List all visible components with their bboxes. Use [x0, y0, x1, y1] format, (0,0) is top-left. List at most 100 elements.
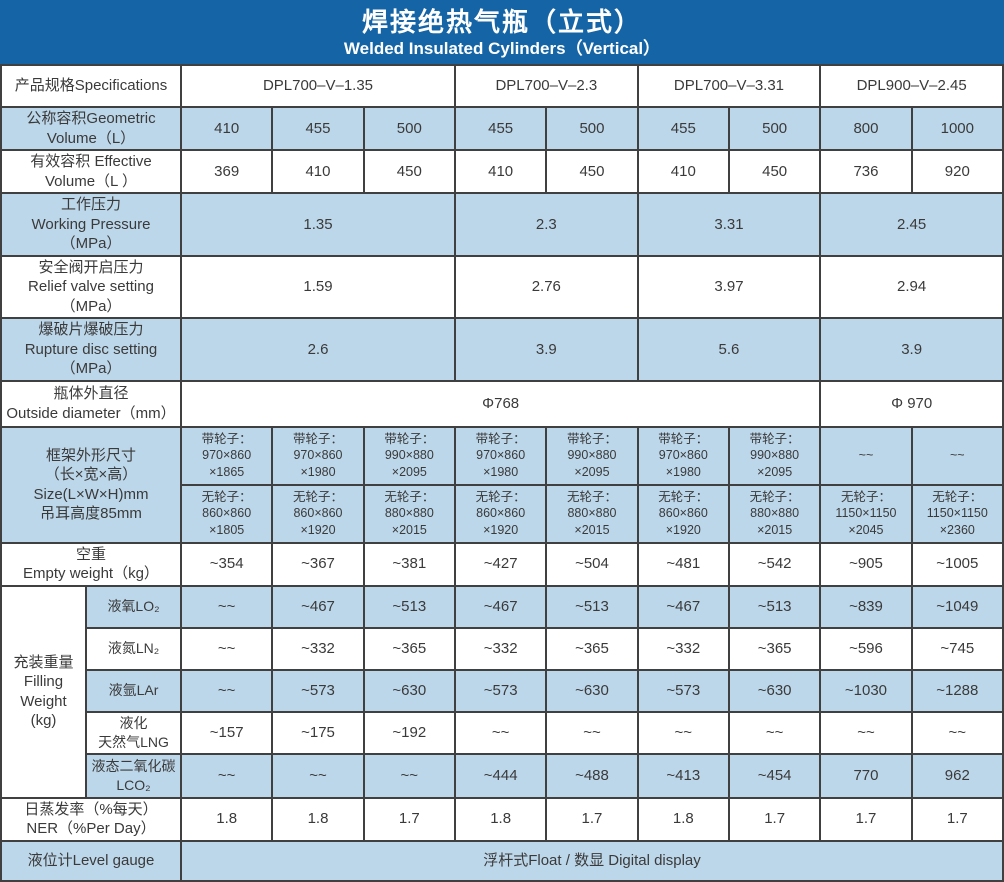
value-cell: 800: [819, 106, 913, 151]
value-cell: ~~: [545, 710, 639, 755]
value-cell: 1.35: [180, 192, 456, 257]
value-cell: 410: [636, 149, 730, 194]
value-cell: 1.8: [636, 796, 730, 842]
value-cell: 无轮子： 880×880 ×2015: [362, 483, 456, 544]
value-cell: ~365: [727, 626, 822, 671]
value-cell: 455: [453, 106, 548, 151]
value-cell: ~~: [179, 668, 274, 713]
label-gas-lng: 液化 天然气LNG: [85, 710, 182, 755]
value-cell: ~427: [453, 541, 548, 587]
value-cell: ~332: [453, 626, 548, 671]
value-cell: ~~: [179, 752, 274, 799]
row-specifications: 产品规格Specifications DPL700–V–1.35 DPL700–…: [0, 64, 1004, 108]
value-cell: 450: [545, 149, 639, 194]
value-cell: 410: [453, 149, 548, 194]
value-cell: 369: [179, 149, 274, 194]
value-cell: ~573: [271, 668, 365, 713]
label-gas-lo2: 液氧LO₂: [85, 584, 182, 629]
value-cell: 1.7: [910, 796, 1004, 842]
value-cell: ~596: [819, 626, 913, 671]
value-cell: 455: [636, 106, 730, 151]
value-cell: 带轮子： 990×880 ×2095: [727, 425, 822, 486]
label-effective-volume: 有效容积 Effective Volume（L ）: [0, 149, 182, 194]
row-empty-weight: 空重 Empty weight（kg） ~354 ~367 ~381 ~427 …: [0, 541, 1004, 587]
value-cell: 无轮子： 1150×1150 ×2360: [910, 483, 1004, 544]
value-cell: ~905: [819, 541, 913, 587]
value-cell: 5.6: [636, 317, 822, 382]
label-outside-diameter: 瓶体外直径 Outside diameter（mm）: [0, 379, 182, 428]
label-gas-lar: 液氩LAr: [85, 668, 182, 713]
row-geometric-volume: 公称容积Geometric Volume（L） 410 455 500 455 …: [0, 106, 1004, 151]
value-cell: 1.7: [545, 796, 639, 842]
value-cell: ~~: [819, 425, 913, 486]
value-cell: 770: [819, 752, 913, 799]
value-cell: ~1288: [910, 668, 1004, 713]
value-cell: 2.94: [819, 254, 1004, 319]
value-cell: 500: [362, 106, 456, 151]
value-cell: ~488: [545, 752, 639, 799]
row-frame-size-wheels: 框架外形尺寸 （长×宽×高） Size(L×W×H)mm 吊耳高度85mm 带轮…: [0, 425, 1004, 544]
value-cell: ~542: [727, 541, 822, 587]
value-cell: ~467: [271, 584, 365, 629]
value-cell: ~1049: [910, 584, 1004, 629]
value-cell: ~365: [362, 626, 456, 671]
value-cell: ~573: [453, 668, 548, 713]
label-empty-weight: 空重 Empty weight（kg）: [0, 541, 182, 587]
value-cell: Φ768: [179, 379, 822, 428]
value-cell: ~175: [271, 710, 365, 755]
value-cell: ~630: [545, 668, 639, 713]
value-cell: ~1030: [819, 668, 913, 713]
value-cell: ~~: [727, 710, 822, 755]
label-gas-lco2: 液态二氧化碳 LCO₂: [85, 752, 182, 799]
value-cell: 1.8: [271, 796, 365, 842]
value-cell: 455: [271, 106, 365, 151]
value-cell: ~630: [727, 668, 822, 713]
label-working-pressure: 工作压力 Working Pressure （MPa）: [0, 192, 182, 257]
label-ner: 日蒸发率（%每天） NER（%Per Day）: [0, 796, 182, 842]
label-gas-ln2: 液氮LN₂: [85, 626, 182, 671]
value-cell: 1.59: [180, 254, 456, 319]
value-cell: 410: [271, 149, 365, 194]
value-cell: ~~: [636, 710, 730, 755]
label-specifications: 产品规格Specifications: [0, 64, 182, 108]
label-filling-weight: 充装重量 Filling Weight (kg): [0, 584, 87, 799]
value-cell: 2.45: [819, 192, 1004, 257]
value-cell: 2.6: [180, 317, 456, 382]
value-cell: ~839: [819, 584, 913, 629]
value-cell: 无轮子： 860×860 ×1920: [636, 483, 730, 544]
value-cell: 1.7: [362, 796, 456, 842]
value-cell: 带轮子： 990×880 ×2095: [545, 425, 639, 486]
label-level-gauge: 液位计Level gauge: [0, 839, 182, 882]
value-cell: 3.97: [636, 254, 822, 319]
value-cell: ~354: [179, 541, 274, 587]
value-cell: 1.8: [453, 796, 548, 842]
value-cell: ~513: [727, 584, 822, 629]
value-cell: 1.8: [179, 796, 274, 842]
row-outside-diameter: 瓶体外直径 Outside diameter（mm） Φ768 Φ 970: [0, 379, 1004, 428]
value-cell: 920: [910, 149, 1004, 194]
label-geometric-volume: 公称容积Geometric Volume（L）: [0, 106, 182, 151]
value-cell: ~481: [636, 541, 730, 587]
row-filling-lar: 液氩LAr ~~ ~573 ~630 ~573 ~630 ~573 ~630 ~…: [1, 668, 1004, 713]
model-name: DPL700–V–3.31: [636, 64, 822, 108]
value-cell: ~381: [362, 541, 456, 587]
row-relief-valve: 安全阀开启压力 Relief valve setting （MPa） 1.59 …: [0, 254, 1004, 319]
value-cell: 带轮子： 970×860 ×1865: [179, 425, 274, 486]
page-title: 焊接绝热气瓶（立式）: [361, 6, 642, 37]
label-relief-valve: 安全阀开启压力 Relief valve setting （MPa）: [0, 254, 182, 319]
row-filling-lco2: 液态二氧化碳 LCO₂ ~~ ~~ ~~ ~444 ~488 ~413 ~454…: [1, 752, 1004, 799]
value-cell: 无轮子： 860×860 ×1805: [179, 483, 274, 544]
row-filling-lo2: 充装重量 Filling Weight (kg) 液氧LO₂ ~~ ~467 ~…: [0, 584, 1004, 799]
value-cell: 带轮子： 970×860 ×1980: [271, 425, 365, 486]
value-cell: ~467: [636, 584, 730, 629]
value-cell: ~745: [910, 626, 1004, 671]
value-cell: ~444: [453, 752, 548, 799]
value-cell: 736: [819, 149, 913, 194]
value-cell: ~573: [636, 668, 730, 713]
value-cell: ~~: [453, 710, 548, 755]
row-working-pressure: 工作压力 Working Pressure （MPa） 1.35 2.3 3.3…: [0, 192, 1004, 257]
value-cell: 无轮子： 880×880 ×2015: [545, 483, 639, 544]
row-filling-ln2: 液氮LN₂ ~~ ~332 ~365 ~332 ~365 ~332 ~365 ~…: [1, 626, 1004, 671]
value-cell: 无轮子： 880×880 ×2015: [727, 483, 822, 544]
